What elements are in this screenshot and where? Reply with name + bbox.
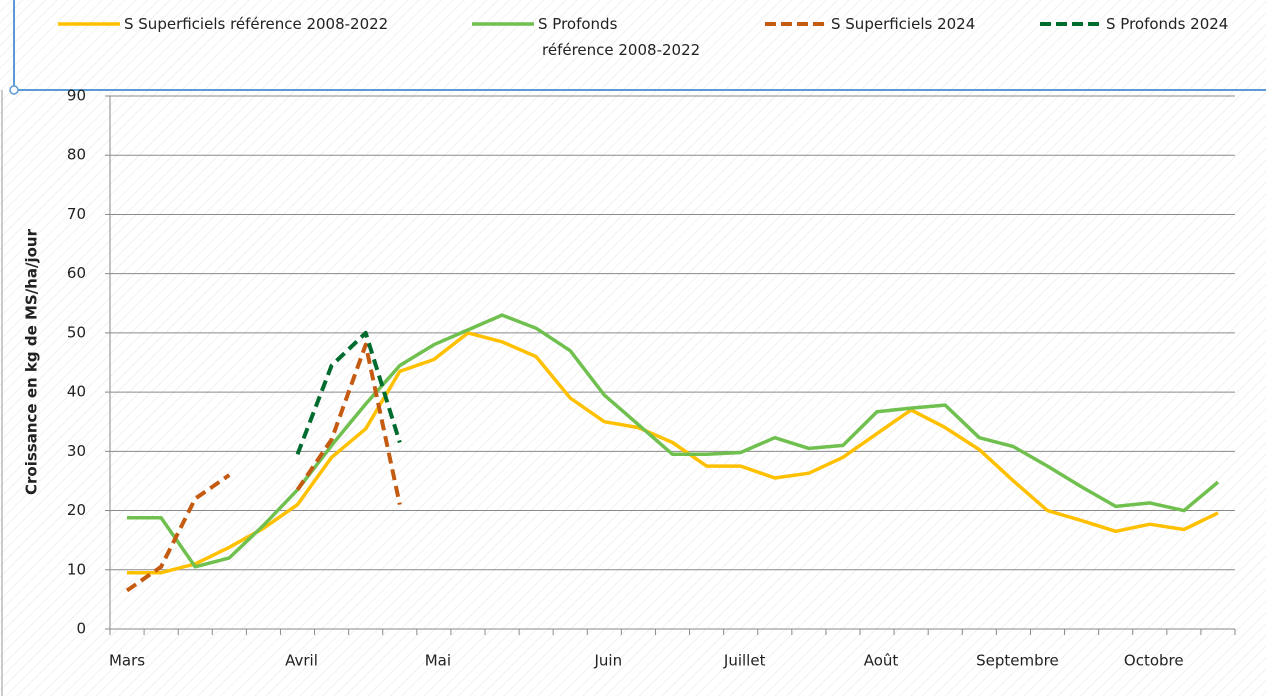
x-tick-label: Octobre xyxy=(1124,652,1184,670)
series-line xyxy=(125,342,402,593)
y-tick-label: 0 xyxy=(76,620,86,638)
legend-label: S Superficiels référence 2008-2022 xyxy=(124,15,388,33)
y-tick-label: 20 xyxy=(67,501,86,519)
frame-handle xyxy=(9,85,19,95)
y-tick-label: 80 xyxy=(67,146,86,164)
legend-item: S Profonds référence 2008-2022 xyxy=(472,15,700,59)
y-tick-label: 10 xyxy=(67,560,86,578)
x-tick-label: Juin xyxy=(594,652,623,670)
legend-item: S Superficiels 2024 xyxy=(765,15,975,33)
x-tick-label: Mars xyxy=(109,652,145,670)
x-tick-label: Août xyxy=(864,652,899,670)
legend-label: S Profonds référence 2008-2022 xyxy=(538,15,700,59)
y-tick-label: 60 xyxy=(67,264,86,282)
x-tick-label: Septembre xyxy=(976,652,1059,670)
legend-label: S Superficiels 2024 xyxy=(831,15,975,33)
x-tick-label: Juillet xyxy=(723,652,766,670)
legend-item: S Superficiels référence 2008-2022 xyxy=(58,15,388,33)
legend-item: S Profonds 2024 xyxy=(1040,15,1228,33)
x-tick-label: Mai xyxy=(425,652,451,670)
y-tick-label: 70 xyxy=(67,205,86,223)
y-tick-label: 50 xyxy=(67,323,86,341)
series-line xyxy=(127,331,1219,575)
y-tick-label: 40 xyxy=(67,383,86,401)
y-tick-label: 30 xyxy=(67,442,86,460)
x-tick-label: Avril xyxy=(285,652,318,670)
y-tick-label: 90 xyxy=(67,87,86,105)
legend-label: S Profonds 2024 xyxy=(1106,15,1228,33)
y-axis-title: Croissance en kg de MS/ha/jour xyxy=(23,228,41,495)
